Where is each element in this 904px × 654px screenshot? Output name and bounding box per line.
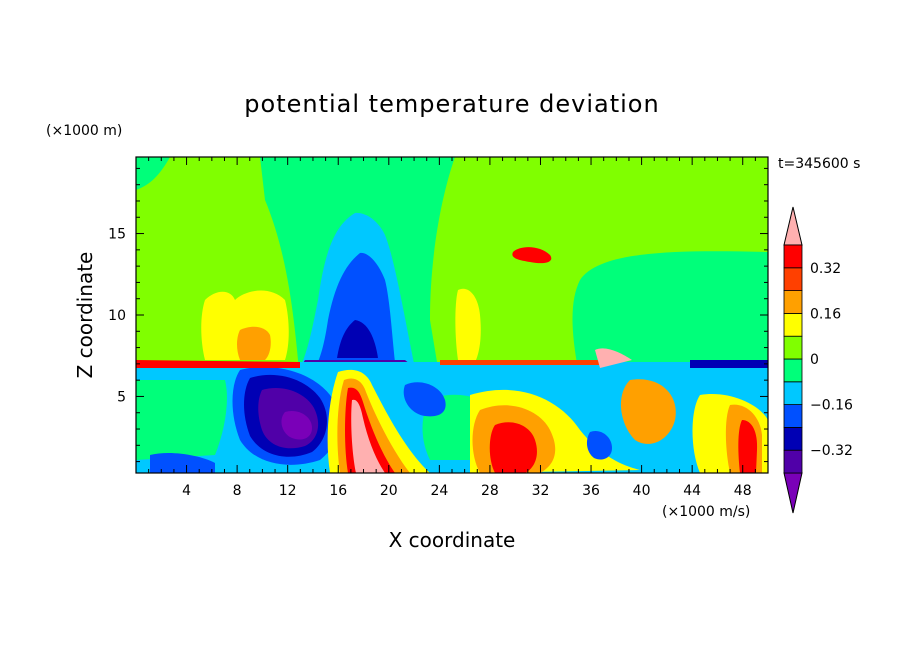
region-dark-upper-core [337,320,378,358]
region-warm-speck-upper [512,247,552,264]
time-label: t=345600 s [778,156,860,172]
region-orange-left-plume [237,326,271,360]
colorbar-swatch [783,244,803,269]
region-bottom-left-blue [150,452,215,473]
colorbar-label: 0 [810,352,819,368]
colorbar-swatch [783,426,803,451]
colorbar-label: −0.16 [810,398,853,414]
region-green-lower-left [136,380,227,460]
x-tick-label: 28 [481,483,499,499]
region-inversion-line-right [440,360,600,365]
x-tick-label: 8 [233,483,242,499]
chart-title: potential temperature deviation [244,90,659,118]
x-tick-label: 40 [633,483,651,499]
y-tick-label: 5 [117,389,126,405]
region-cool-right [572,251,768,380]
x-tick-label: 20 [380,483,398,499]
x-tick-label: 12 [279,483,297,499]
y-tick-label: 10 [108,308,126,324]
region-yellow-right-plume [455,288,481,360]
colorbar-swatch [783,381,803,405]
x-units-label: (×1000 m/s) [662,504,750,520]
region-red-far-right [738,420,758,473]
plot-area [136,157,768,473]
region-dark-band-right [690,360,768,368]
region-orange-right-lower [620,379,676,444]
y-axis-label: Z coordinate [73,252,97,379]
colorbar-label: −0.32 [810,443,853,459]
colorbar-swatch [783,335,803,360]
colorbar-swatch [783,449,803,474]
x-axis: 4 8 12 16 20 24 28 32 36 40 44 48 [148,157,756,499]
colorbar-label: 0.32 [810,261,841,277]
region-warm-column-core [351,399,385,473]
x-tick-label: 4 [182,483,191,499]
region-warm-blob-36 [595,348,632,368]
x-tick-label: 32 [532,483,550,499]
region-blue-upper-core [318,252,395,362]
colorbar-swatch [783,290,803,314]
region-blue-lower-right [586,430,612,460]
region-cool-topleft [136,157,170,190]
colorbar-swatch [783,312,803,337]
colorbar-bottom-arrow [783,472,803,514]
y-units-label: (×1000 m) [46,123,122,139]
region-blue-lower-mid [403,382,446,417]
y-tick-label: 15 [108,227,126,243]
colorbar-swatch [783,267,803,291]
region-red-lower [489,422,537,473]
colorbar: 0.32 0.16 0 −0.16 −0.32 [783,206,853,514]
x-axis-label: X coordinate [389,528,516,552]
region-violet-cold-core [281,410,312,440]
x-tick-label: 16 [329,483,347,499]
colorbar-swatch [783,404,803,428]
colorbar-swatch [783,358,803,383]
x-tick-label: 48 [734,483,752,499]
y-axis: 5 10 15 [108,167,768,463]
colorbar-top-arrow [783,206,803,246]
x-tick-label: 44 [683,483,701,499]
colorbar-label: 0.16 [810,306,841,322]
x-tick-label: 24 [430,483,448,499]
x-tick-label: 36 [582,483,600,499]
region-inversion-line [136,360,300,368]
